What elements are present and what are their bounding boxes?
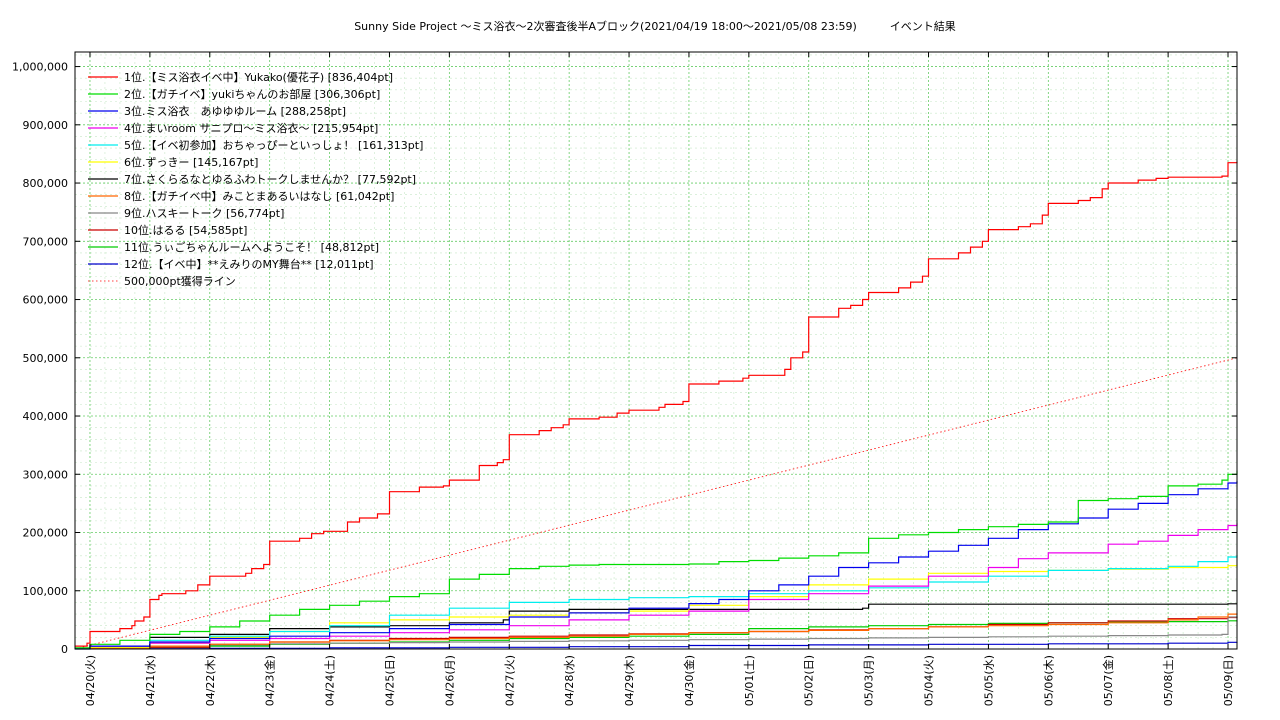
x-tick-label: 05/05(水): [982, 655, 995, 706]
x-tick-label: 04/28(水): [563, 655, 576, 706]
chart-title: Sunny Side Project 〜ミス浴衣〜2次審査後半Aブロック(202…: [354, 19, 956, 33]
legend-label: 11位.うぃごちゃんルームへようこそ！ [48,812pt]: [124, 240, 379, 254]
legend-label: 10位.はるる [54,585pt]: [124, 223, 247, 237]
x-tick-label: 05/02(日): [803, 655, 816, 706]
legend-label: 1位.【ミス浴衣イベ中】Yukako(優花子) [836,404pt]: [124, 70, 393, 84]
grid-layer: [74, 52, 1237, 649]
series-line-3: [75, 481, 1238, 649]
series-line-1: [75, 161, 1238, 647]
y-tick-label: 900,000: [23, 119, 69, 132]
legend-label: 12位.【イベ中】**えみりのMY舞台** [12,011pt]: [124, 257, 374, 271]
x-tick-label: 04/22(木): [204, 655, 217, 706]
legend-label: 9位.ハスキートーク [56,774pt]: [124, 206, 284, 220]
legend-label: 6位.ずっきー [145,167pt]: [124, 155, 258, 169]
legend-label: 3位.ミス浴衣 あゆゆゆルーム [288,258pt]: [124, 104, 346, 118]
y-tick-label: 400,000: [23, 410, 69, 423]
x-tick-label: 05/07(金): [1101, 655, 1115, 706]
y-tick-label: 300,000: [23, 468, 69, 481]
x-tick-label: 04/24(土): [324, 655, 337, 706]
y-tick-label: 100,000: [23, 585, 69, 598]
series-line-2: [75, 470, 1238, 649]
x-tick-label: 05/04(火): [923, 655, 936, 706]
x-tick-label: 04/25(日): [383, 655, 396, 706]
y-tick-label: 500,000: [23, 352, 69, 365]
legend-label: 2位.【ガチイベ】yukiちゃんのお部屋 [306,306pt]: [124, 87, 380, 101]
legend-label: 4位.まいroom サニプロ〜ミス浴衣〜 [215,954pt]: [124, 121, 378, 135]
plot-frame: [74, 51, 1238, 650]
x-tick-label: 05/01(土): [743, 655, 756, 706]
legend-label: 5位.【イベ初参加】おちゃっぴーといっしょ！ [161,313pt]: [124, 138, 423, 152]
series-line-5: [75, 555, 1238, 649]
x-tick-label: 04/20(火): [84, 655, 97, 706]
legend-label: 500,000pt獲得ライン: [124, 275, 236, 288]
y-tick-label: 200,000: [23, 527, 69, 540]
series-line-4: [75, 523, 1238, 649]
tick-layer: 0 100,000 200,000 300,000 400,000 500,000 600,…: [12, 52, 1237, 706]
x-tick-label: 05/08(土): [1162, 655, 1175, 706]
y-tick-label: 700,000: [23, 235, 69, 248]
legend-label: 7位.さくらるなとゆるふわトークしませんか？ [77,592pt]: [124, 172, 416, 186]
x-tick-label: 04/26(月): [443, 655, 456, 706]
legend: 1位.【ミス浴衣イベ中】Yukako(優花子) [836,404pt] 2位.【ガ…: [88, 70, 423, 288]
x-tick-label: 04/21(水): [144, 655, 157, 706]
series-line-13: [74, 357, 1238, 650]
series-line-8: [75, 613, 1238, 650]
y-tick-label: 600,000: [23, 294, 69, 307]
legend-label: 8位.【ガチイベ中】みことまあるいはなし [61,042pt]: [124, 189, 394, 203]
x-tick-label: 04/30(金): [682, 655, 696, 706]
x-tick-label: 04/23(金): [263, 655, 277, 706]
y-tick-label: 1,000,000: [12, 61, 68, 74]
x-tick-label: 05/09(日): [1222, 655, 1235, 706]
x-tick-label: 05/06(木): [1042, 655, 1055, 706]
x-tick-label: 04/29(木): [623, 655, 636, 706]
series-line-7: [75, 603, 1237, 649]
y-tick-label: 0: [61, 643, 68, 656]
y-tick-label: 800,000: [23, 177, 69, 190]
x-tick-label: 04/27(火): [503, 655, 516, 706]
series-layer: [74, 161, 1238, 650]
x-tick-label: 05/03(月): [863, 655, 876, 706]
